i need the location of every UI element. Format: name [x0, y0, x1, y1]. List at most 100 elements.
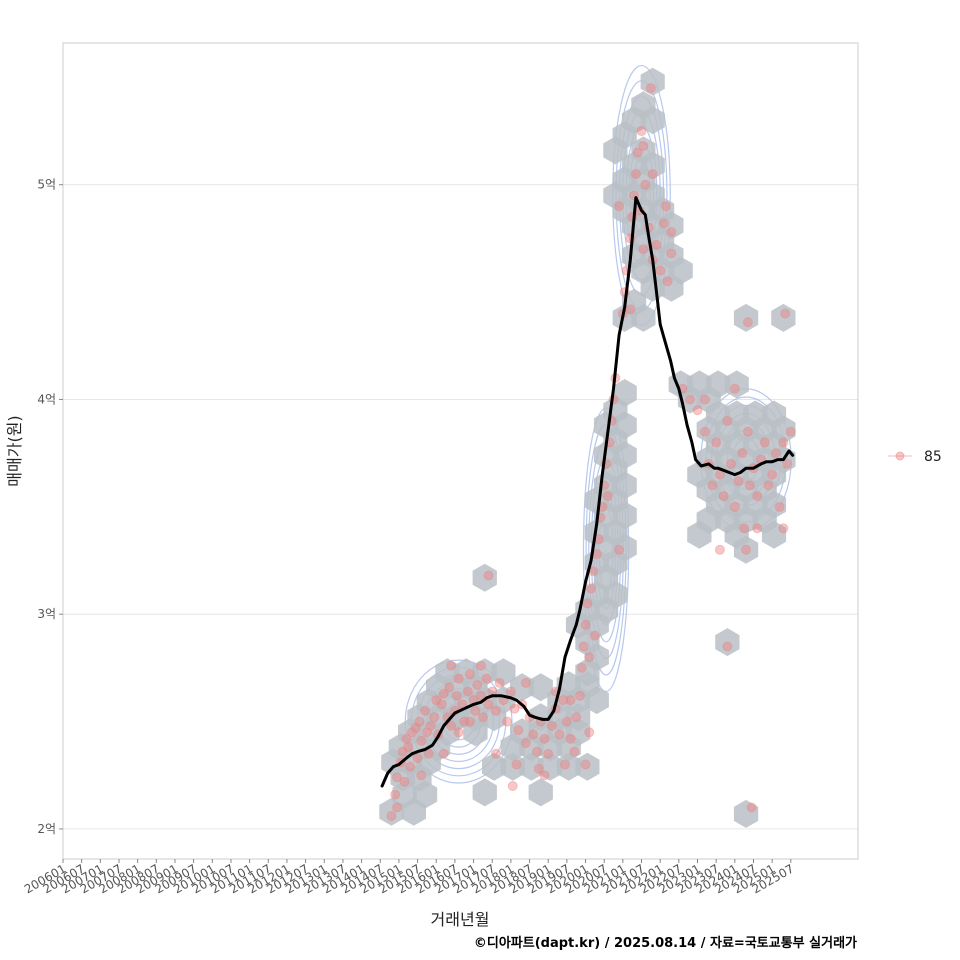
y-tick-label: 5억 — [37, 178, 56, 192]
data-point — [490, 705, 501, 716]
data-point — [625, 304, 636, 315]
data-point — [390, 789, 401, 800]
data-point — [470, 705, 481, 716]
y-axis-ticks: 2억 3억 4억 5억 — [37, 178, 63, 836]
data-point — [767, 469, 778, 480]
data-point — [429, 712, 440, 723]
trend-line — [380, 196, 795, 788]
data-point — [658, 218, 669, 229]
data-point — [481, 673, 492, 684]
data-point — [630, 168, 641, 179]
data-point — [638, 244, 649, 255]
data-point — [520, 738, 531, 749]
hexbin-cell — [771, 303, 796, 332]
data-point — [459, 716, 470, 727]
data-point — [729, 383, 740, 394]
data-point — [406, 727, 417, 738]
data-point — [421, 727, 432, 738]
data-point — [505, 686, 516, 697]
legend: 85 — [888, 449, 942, 465]
data-point — [405, 761, 416, 772]
hexbin-cell — [472, 563, 497, 592]
data-point — [699, 394, 710, 405]
data-point — [647, 168, 658, 179]
data-point — [451, 690, 462, 701]
data-point — [558, 695, 569, 706]
data-point — [614, 544, 625, 555]
data-point — [666, 226, 677, 237]
data-point — [444, 682, 455, 693]
data-point — [580, 619, 591, 630]
hexbin-cell — [733, 303, 759, 332]
data-point — [560, 759, 571, 770]
data-point — [509, 703, 520, 714]
data-point — [403, 742, 414, 753]
hexbin-cell — [500, 752, 525, 781]
data-point — [472, 680, 483, 691]
y-tick-label: 3억 — [37, 607, 56, 621]
data-point — [733, 476, 744, 487]
data-point — [453, 727, 464, 738]
data-point — [539, 733, 550, 744]
data-point — [438, 748, 449, 759]
data-point — [431, 695, 442, 706]
data-point — [410, 723, 421, 734]
data-point — [423, 748, 434, 759]
data-point — [737, 448, 748, 459]
data-point — [532, 746, 543, 757]
hexbin-cell — [705, 370, 731, 399]
data-point — [507, 780, 518, 791]
data-point — [580, 759, 591, 770]
data-point — [397, 746, 408, 757]
y-gridlines — [63, 184, 858, 830]
data-point — [438, 688, 449, 699]
caption: ©디아파트(dapt.kr) / 2025.08.14 / 자료=국토교통부 실… — [474, 935, 857, 951]
data-point — [513, 725, 524, 736]
data-point — [711, 437, 722, 448]
hexbin-cell — [472, 778, 497, 807]
legend-label: 85 — [924, 449, 942, 465]
data-point — [453, 673, 464, 684]
y-tick-label: 2억 — [37, 822, 56, 836]
data-point — [785, 426, 796, 437]
data-point — [744, 480, 755, 491]
hexbin-cell — [379, 797, 404, 826]
data-point — [660, 201, 671, 212]
data-point — [722, 641, 733, 652]
hexbin-cell — [528, 778, 553, 807]
x-axis-title: 거래년월 — [431, 910, 490, 929]
data-point — [640, 179, 651, 190]
data-point — [582, 598, 593, 609]
data-point — [770, 448, 781, 459]
hexbin-cell — [491, 686, 516, 715]
hexbin-cell — [724, 370, 749, 399]
hexbin-cell — [519, 752, 544, 781]
hexbin-cell — [454, 658, 479, 687]
data-point — [699, 426, 710, 437]
data-point — [651, 239, 662, 250]
data-point — [746, 802, 757, 813]
data-point — [586, 583, 597, 594]
hexbin-cell — [472, 658, 497, 687]
hexbin-cell — [621, 288, 647, 317]
data-point — [729, 501, 740, 512]
data-point — [533, 763, 544, 774]
hexbin-cell — [528, 703, 553, 732]
data-point — [399, 776, 410, 787]
data-point — [782, 458, 793, 469]
data-point — [752, 491, 763, 502]
data-point — [763, 480, 774, 491]
data-point — [584, 652, 595, 663]
data-point — [412, 753, 423, 764]
hexbin-cell — [761, 520, 787, 549]
hexbin-cell — [435, 658, 460, 687]
hexbin-cell — [510, 718, 535, 747]
data-point — [638, 141, 649, 152]
hexbin-layer — [379, 67, 796, 828]
data-point — [446, 720, 457, 731]
data-point — [707, 480, 718, 491]
hexbin-cell — [491, 658, 516, 687]
hexbin-cell — [631, 91, 656, 120]
data-point — [742, 426, 753, 437]
